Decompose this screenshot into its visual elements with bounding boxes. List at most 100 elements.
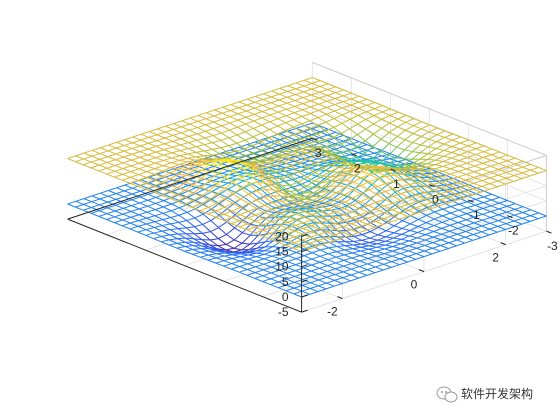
mesh-line	[417, 237, 426, 241]
mesh-line	[457, 233, 466, 238]
mesh-line	[449, 188, 458, 192]
mesh-line	[207, 257, 217, 261]
mesh-line	[303, 208, 313, 213]
mesh-line	[328, 196, 337, 200]
mesh-line	[270, 281, 279, 286]
mesh-line	[272, 202, 281, 208]
mesh-line	[247, 263, 256, 268]
mesh-line	[440, 199, 449, 204]
mesh-line	[201, 177, 210, 182]
mesh-line	[299, 152, 308, 157]
mesh-line	[303, 252, 313, 257]
mesh-line	[489, 225, 498, 230]
mesh-line	[334, 98, 344, 103]
mesh-line	[185, 233, 195, 240]
mesh-line	[393, 241, 402, 245]
mesh-line	[264, 189, 274, 197]
mesh-line	[270, 99, 280, 104]
mesh-line	[280, 200, 289, 202]
mesh-line	[123, 150, 132, 155]
mesh-line	[420, 138, 429, 146]
mesh-line	[90, 164, 100, 169]
mesh-line	[302, 233, 311, 238]
mesh-line	[407, 255, 417, 260]
mesh-line	[384, 248, 393, 252]
mesh-line	[327, 137, 336, 142]
mesh-line	[443, 146, 453, 151]
mesh-line	[366, 226, 376, 231]
mesh-line	[217, 160, 227, 166]
mesh-line	[318, 237, 327, 241]
mesh-line	[114, 207, 124, 212]
mesh-line	[282, 165, 292, 170]
mesh-line	[242, 223, 251, 234]
mesh-line	[464, 236, 474, 241]
mesh-line	[274, 164, 284, 170]
mesh-line	[162, 170, 171, 174]
mesh-line	[359, 208, 369, 213]
mesh-line	[353, 181, 362, 186]
mesh-line	[491, 199, 500, 204]
mesh-line	[269, 129, 278, 135]
mesh-line	[384, 202, 393, 207]
mesh-line	[262, 147, 272, 152]
mesh-line	[222, 106, 231, 111]
mesh-line	[280, 200, 289, 206]
mesh-line	[401, 235, 410, 240]
mesh-line	[122, 216, 131, 221]
mesh-line	[270, 230, 280, 234]
mesh-line	[436, 137, 445, 143]
mesh-line	[90, 210, 100, 214]
mesh-line	[318, 239, 327, 244]
mesh-line	[399, 261, 408, 266]
mesh-line	[408, 237, 418, 242]
mesh-line	[330, 161, 340, 166]
mesh-line	[372, 158, 381, 164]
mesh-line	[309, 125, 318, 130]
mesh-line	[114, 219, 123, 224]
mesh-line	[342, 274, 352, 279]
mesh-line	[385, 176, 394, 182]
mesh-line	[253, 128, 262, 134]
mesh-line	[408, 190, 418, 196]
mesh-line	[391, 209, 401, 214]
mesh-line	[244, 175, 253, 179]
mesh-line	[132, 187, 141, 192]
mesh-line	[184, 200, 193, 205]
mesh-line	[379, 184, 388, 192]
mesh-line	[334, 283, 343, 287]
mesh-line	[538, 170, 547, 174]
mesh-line	[483, 145, 492, 150]
mesh-line	[385, 236, 394, 239]
mesh-line	[281, 211, 291, 218]
mesh-line	[313, 191, 322, 197]
mesh-line	[313, 191, 322, 194]
mesh-line	[375, 266, 384, 271]
mesh-line	[179, 190, 189, 195]
mesh-line	[240, 183, 250, 189]
mesh-line	[220, 137, 230, 141]
mesh-line	[91, 147, 101, 151]
mesh-line	[239, 214, 248, 219]
mesh-line	[424, 192, 434, 197]
mesh-line	[287, 252, 297, 257]
mesh-line	[490, 165, 499, 170]
mesh-line	[435, 154, 444, 157]
mesh-line	[384, 198, 393, 204]
mesh-line	[294, 281, 303, 286]
mesh-line	[440, 196, 449, 201]
mesh-line	[444, 143, 453, 147]
mesh-line	[308, 180, 317, 186]
mesh-line	[140, 190, 149, 195]
mesh-line	[202, 220, 212, 225]
mesh-line	[379, 190, 388, 199]
mesh-line	[514, 163, 523, 168]
mesh-line	[319, 214, 329, 218]
mesh-line	[223, 260, 232, 265]
mesh-line	[416, 207, 425, 212]
mesh-line	[192, 251, 201, 255]
mesh-line	[228, 150, 237, 154]
mesh-line	[444, 139, 453, 145]
mesh-line	[314, 207, 323, 212]
mesh-line	[384, 244, 393, 248]
